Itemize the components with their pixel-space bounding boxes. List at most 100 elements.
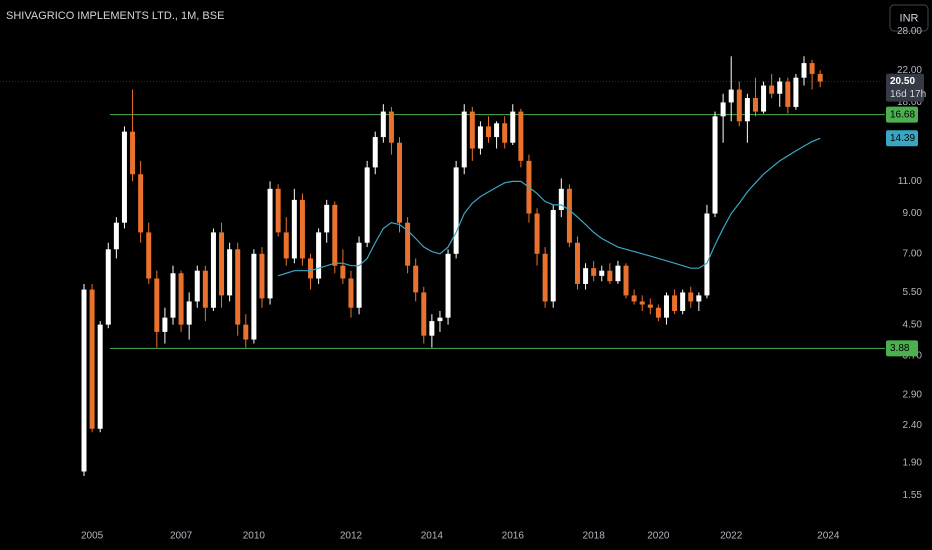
y-tick-label: 7.00 xyxy=(903,248,923,259)
candle-body xyxy=(704,213,710,296)
candle-body xyxy=(809,63,815,74)
candle-body xyxy=(494,123,500,138)
candle-body xyxy=(235,249,241,325)
candle-body xyxy=(267,188,273,299)
horizontal-line-box xyxy=(886,340,918,357)
candle-body xyxy=(453,167,459,254)
candle-body xyxy=(785,81,791,107)
candle-body xyxy=(121,131,127,223)
y-tick-label: 28.00 xyxy=(897,26,922,37)
candle-body xyxy=(728,89,734,103)
candle-body xyxy=(97,324,103,429)
horizontal-line-label: 16.68 xyxy=(890,109,915,120)
candle-body xyxy=(380,111,386,138)
candle-body xyxy=(113,222,119,250)
candle-body xyxy=(364,167,370,243)
candle-body xyxy=(591,268,597,276)
x-tick-label: 2022 xyxy=(720,531,743,542)
candle-body xyxy=(769,85,775,94)
candle-body xyxy=(817,73,823,82)
candle-body xyxy=(655,307,661,318)
countdown-label: 16d 17h xyxy=(890,89,926,100)
candle-body xyxy=(744,98,750,122)
candle-body xyxy=(461,111,467,168)
candle-body xyxy=(486,126,491,138)
candle-body xyxy=(291,199,297,259)
moving-average-box xyxy=(886,130,918,147)
x-tick-label: 2024 xyxy=(817,531,840,542)
candle-body xyxy=(186,301,192,325)
y-tick-label: 2.40 xyxy=(903,420,923,431)
y-tick-label: 5.50 xyxy=(903,287,923,298)
candle-body xyxy=(283,232,289,259)
candle-body xyxy=(761,85,767,112)
y-tick-label: 1.90 xyxy=(903,457,923,468)
candle-body xyxy=(162,317,168,332)
candle-body xyxy=(105,249,111,325)
last-price-box xyxy=(886,73,924,102)
candle-body xyxy=(550,209,556,302)
candle-body xyxy=(631,295,637,302)
y-tick-label: 22.00 xyxy=(897,65,922,76)
candle-body xyxy=(194,270,200,302)
candle-body xyxy=(801,63,807,78)
candle-body xyxy=(397,142,403,223)
candle-body xyxy=(243,324,249,340)
candle-body xyxy=(712,116,718,214)
candle-body xyxy=(777,81,783,94)
currency-label[interactable]: INR xyxy=(900,12,919,24)
horizontal-line-label: 3.88 xyxy=(890,343,910,354)
candle-body xyxy=(81,289,87,472)
x-tick-label: 2010 xyxy=(243,531,266,542)
candle-body xyxy=(178,273,184,325)
candle-body xyxy=(299,199,305,259)
candle-body xyxy=(138,174,144,233)
candle-body xyxy=(275,188,281,233)
candle-body xyxy=(429,321,435,336)
candle-body xyxy=(574,242,580,284)
y-tick-label: 9.00 xyxy=(903,208,923,219)
candle-body xyxy=(558,188,564,210)
candle-body xyxy=(623,265,629,296)
candle-body xyxy=(736,89,742,122)
candle-body xyxy=(752,98,758,112)
candle-body xyxy=(720,102,726,117)
x-tick-label: 2018 xyxy=(583,531,606,542)
x-tick-label: 2020 xyxy=(647,531,670,542)
currency-button[interactable] xyxy=(889,4,929,32)
candle-body xyxy=(477,126,483,149)
candle-body xyxy=(154,278,160,332)
candle-body xyxy=(202,270,208,308)
x-tick-label: 2014 xyxy=(421,531,444,542)
candle-body xyxy=(566,188,572,243)
y-tick-label: 18.00 xyxy=(897,97,922,108)
candle-body xyxy=(518,111,524,161)
candle-body xyxy=(599,270,605,276)
candle-body xyxy=(308,258,314,279)
candle-body xyxy=(639,301,645,305)
candle-body xyxy=(445,253,451,318)
candle-body xyxy=(607,270,613,282)
last-price-label: 20.50 xyxy=(890,76,915,87)
candle-body xyxy=(663,295,669,318)
moving-average-line xyxy=(277,137,821,277)
candle-body xyxy=(219,232,225,296)
x-tick-label: 2012 xyxy=(340,531,363,542)
candle-body xyxy=(534,213,540,254)
candle-body xyxy=(356,242,362,308)
candle-body xyxy=(348,278,354,308)
candle-body xyxy=(688,292,694,302)
horizontal-line-box xyxy=(886,106,918,123)
candle-body xyxy=(696,295,702,302)
y-tick-label: 1.55 xyxy=(903,490,923,501)
candle-body xyxy=(332,204,338,266)
candle-body xyxy=(502,123,508,143)
candle-body xyxy=(615,265,621,282)
x-tick-label: 2016 xyxy=(502,531,525,542)
candle-body xyxy=(413,265,419,293)
candle-body xyxy=(388,111,394,143)
candle-body xyxy=(583,268,589,284)
candle-body xyxy=(672,295,678,311)
candle-body xyxy=(340,265,346,279)
